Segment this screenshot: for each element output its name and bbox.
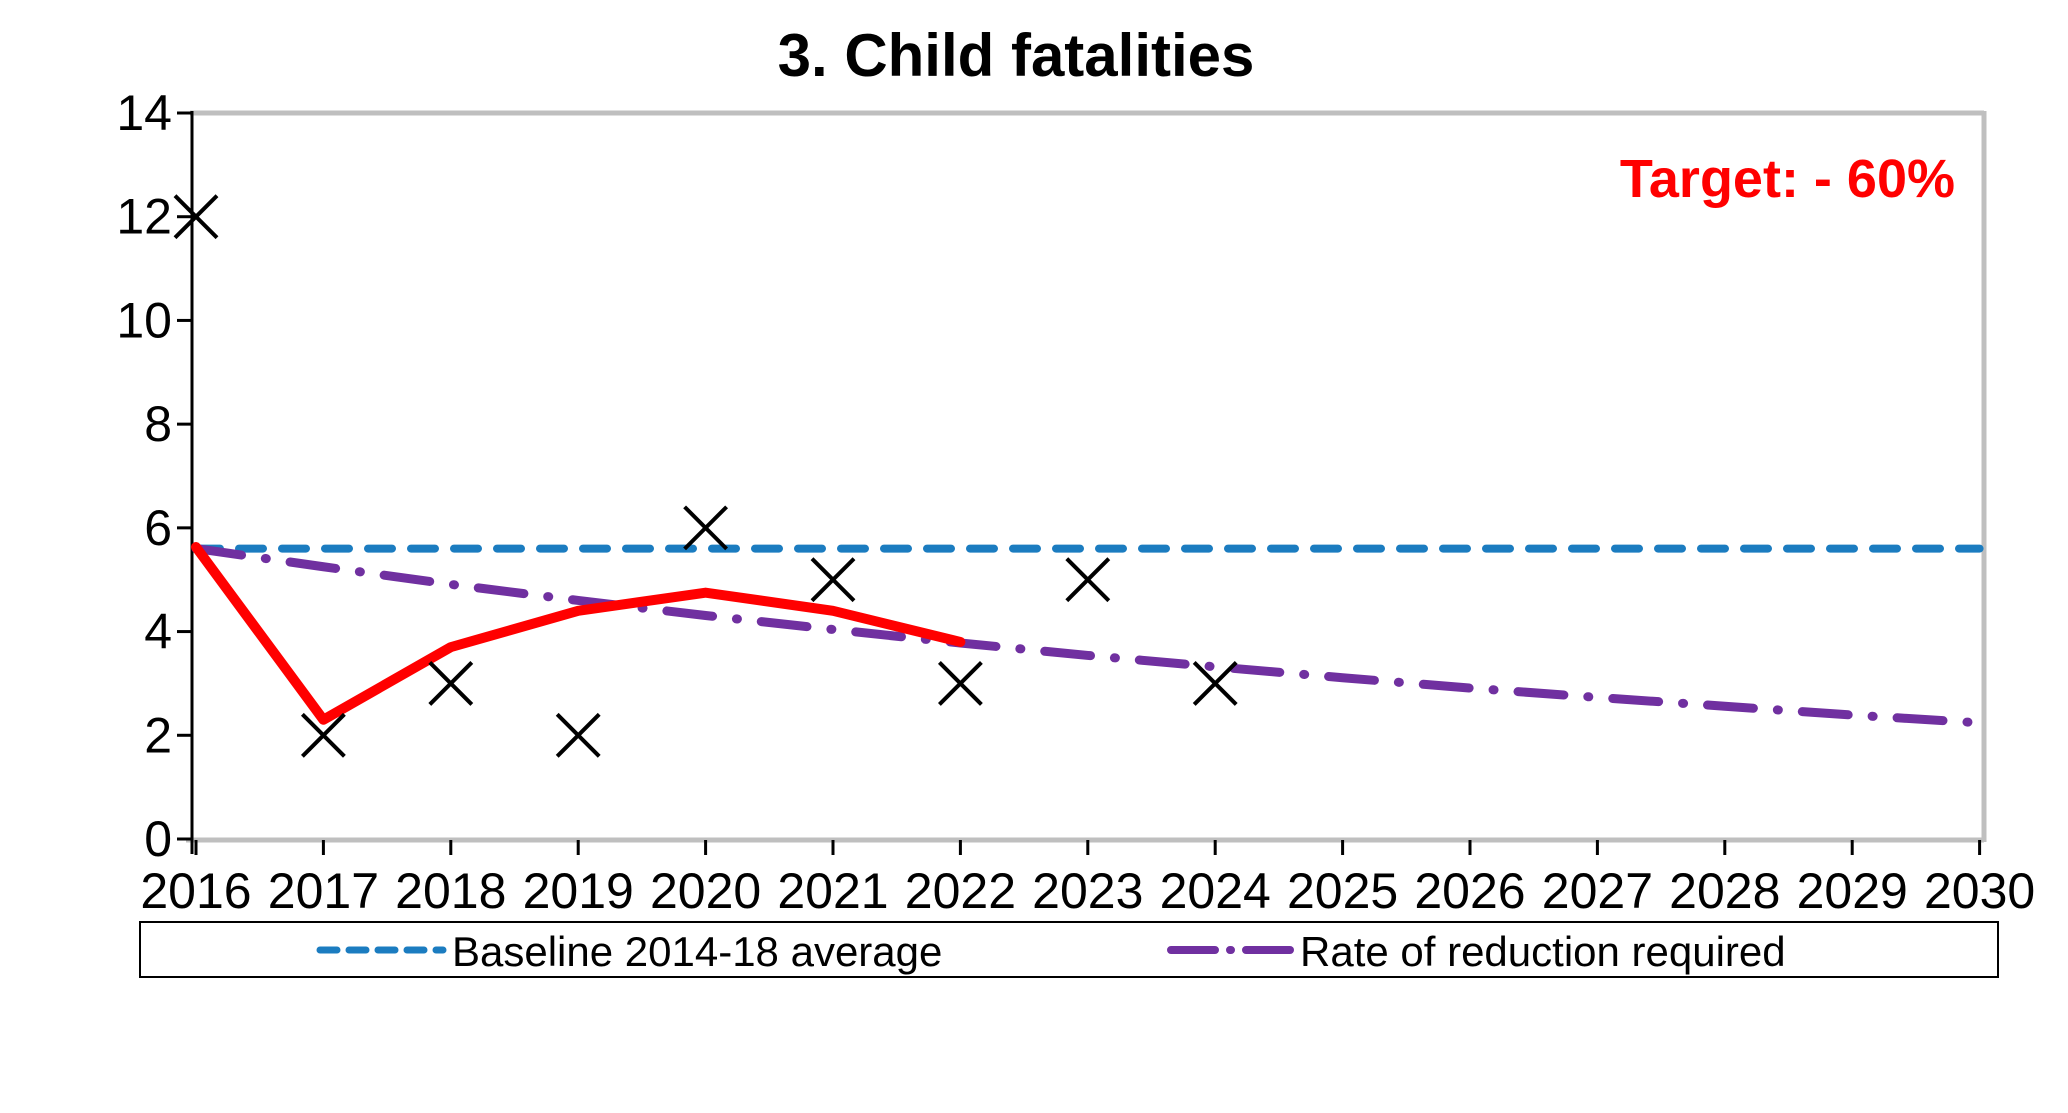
legend-label: Baseline 2014-18 average	[452, 928, 942, 975]
x-marker	[428, 661, 474, 706]
x-axis-label: 2025	[1287, 863, 1398, 919]
y-axis-label: 2	[144, 707, 172, 763]
y-axis-label: 10	[116, 292, 172, 348]
x-axis-label: 2024	[1160, 863, 1271, 919]
x-axis-label: 2029	[1797, 863, 1908, 919]
x-axis-label: 2019	[523, 863, 634, 919]
x-marker	[937, 661, 983, 706]
y-axis-label: 12	[116, 189, 172, 245]
x-marker	[300, 712, 346, 758]
x-axis-label: 2023	[1032, 863, 1143, 919]
x-marker-stroke	[1065, 557, 1111, 603]
x-axis-label: 2028	[1669, 863, 1780, 919]
y-axis-label: 14	[116, 85, 172, 141]
x-marker	[173, 194, 219, 240]
y-axis-label: 6	[144, 500, 172, 556]
legend-box	[139, 921, 1999, 978]
axes	[177, 111, 1982, 855]
series-line-trend-line	[191, 542, 966, 725]
series-line-required-reduction	[191, 544, 1985, 728]
plot-border	[186, 110, 1987, 843]
x-axis-labels: 2016 2017 2018 2019 2020 2021 2022 2023 2024 2025…	[140, 863, 2035, 919]
target-annotation: Target: - 60%	[1620, 149, 1955, 209]
x-axis-label: 2022	[905, 863, 1016, 919]
legend-label: Rate of reduction required	[1300, 928, 1786, 975]
x-marker-stroke	[555, 712, 601, 758]
x-axis-label: 2030	[1924, 863, 2035, 919]
x-marker	[1065, 557, 1111, 603]
y-axis-label: 4	[144, 604, 172, 660]
x-marker	[810, 557, 856, 603]
chart-title: 3. Child fatalities	[778, 22, 1255, 89]
x-axis-label: 2027	[1542, 863, 1653, 919]
y-axis-labels: 0 2 4 6 8 10 12 14	[116, 85, 172, 867]
x-marker-stroke	[683, 505, 729, 551]
x-marker-stroke	[1192, 661, 1238, 706]
x-axis-label: 2026	[1414, 863, 1525, 919]
x-axis-label: 2016	[140, 863, 251, 919]
series-lines	[191, 542, 1985, 728]
x-marker-stroke	[173, 194, 219, 240]
x-marker-stroke	[810, 557, 856, 603]
y-axis-label: 8	[144, 396, 172, 452]
legend: Baseline 2014-18 average Rate of reductio…	[139, 921, 1999, 978]
x-marker	[1192, 661, 1238, 706]
y-axis-label: 0	[144, 811, 172, 867]
x-marker	[683, 505, 729, 551]
scatter-markers	[173, 194, 1238, 758]
x-axis-label: 2017	[268, 863, 379, 919]
x-marker-stroke	[937, 661, 983, 706]
x-marker-stroke	[300, 712, 346, 758]
x-marker-stroke	[428, 661, 474, 706]
x-marker	[555, 712, 601, 758]
x-axis-label: 2021	[777, 863, 888, 919]
x-axis-label: 2020	[650, 863, 761, 919]
x-axis-label: 2018	[395, 863, 506, 919]
